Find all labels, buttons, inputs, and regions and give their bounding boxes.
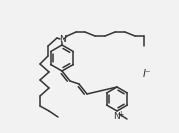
Text: N: N [113,112,120,121]
Text: N: N [59,34,65,43]
Text: I⁻: I⁻ [143,69,151,79]
Text: +: + [117,110,124,119]
